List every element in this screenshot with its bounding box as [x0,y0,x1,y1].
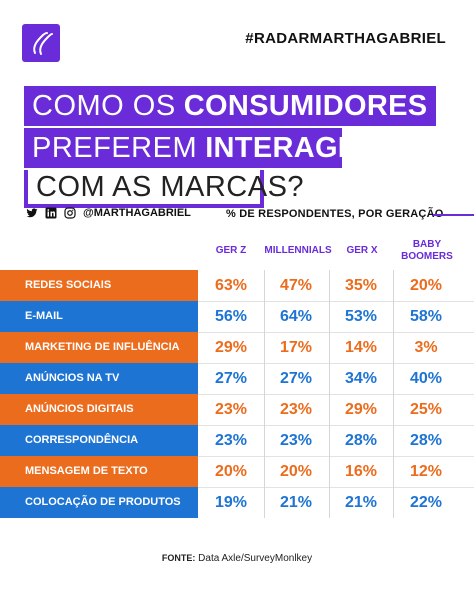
column-divider [264,270,265,518]
title-line-1: COMO OS CONSUMIDORES [24,86,436,126]
table-cell: 34% [344,370,378,387]
table-cell: 63% [214,277,248,294]
table-cell: 47% [279,277,313,294]
row-label: MARKETING DE INFLUÊNCIA [0,332,198,363]
brand-monogram-icon [33,32,53,55]
table-cell: 12% [409,463,443,480]
table-row: ANÚNCIOS DIGITAIS 23% 23% 29% 25% [0,394,474,425]
row-divider [198,301,474,302]
title-line-2-bold: INTERAGIR [205,132,368,164]
table-cell: 28% [344,432,378,449]
table-row: MENSAGEM DE TEXTO 20% 20% 16% 12% [0,456,474,487]
table-cell: 56% [214,308,248,325]
row-divider [198,363,474,364]
table-header: GER Z MILLENNIALS GER X BABY BOOMERS [0,232,474,270]
row-label: ANÚNCIOS DIGITAIS [0,394,198,425]
table-cell: 3% [414,339,438,356]
table-cell: 20% [279,463,313,480]
table-row: REDES SOCIAIS 63% 47% 35% 20% [0,270,474,301]
title-line-2: PREFEREM INTERAGIR [24,128,367,168]
table-cell: 35% [344,277,378,294]
hashtag: #RADARMARTHAGABRIEL [245,30,446,47]
row-divider [198,425,474,426]
header-baby-boomers: BABY BOOMERS [401,239,453,262]
row-divider [198,394,474,395]
column-divider [329,270,330,518]
table-cell: 23% [279,401,313,418]
table-cell: 29% [344,401,378,418]
row-divider [198,456,474,457]
table-cell: 27% [214,370,248,387]
data-table: GER Z MILLENNIALS GER X BABY BOOMERS [0,232,474,270]
table-cell: 21% [279,494,313,511]
table-cell: 29% [214,339,248,356]
table-cell: 23% [214,432,248,449]
brand-logo [22,24,60,62]
title-line-2-thin: PREFEREM [32,132,198,164]
table-subtitle: % DE RESPONDENTES, POR GERAÇÃO [226,208,444,220]
header-millennials: MILLENNIALS [264,245,332,256]
instagram-icon [64,207,76,219]
page-title: COMO OS CONSUMIDORES PREFEREM INTERAGIR … [24,86,436,208]
row-label: ANÚNCIOS NA TV [0,363,198,394]
title-line-3: COM AS MARCAS? [24,170,304,208]
column-divider [393,270,394,518]
table-cell: 27% [279,370,313,387]
table-cell: 16% [344,463,378,480]
table-row: CORRESPONDÊNCIA 23% 23% 28% 28% [0,425,474,456]
table-cell: 25% [409,401,443,418]
row-divider [198,332,474,333]
table-cell: 14% [344,339,378,356]
table-cell: 19% [214,494,248,511]
title-line-3-thin: COM AS MARCAS? [36,171,305,203]
subtitle-underline [433,214,474,216]
row-label: COLOCAÇÃO DE PRODUTOS [0,487,198,518]
source-label: FONTE: [161,553,196,563]
social-handle: @MARTHAGABRIEL [83,207,191,219]
linkedin-icon [45,207,57,219]
table-row: ANÚNCIOS NA TV 27% 27% 34% 40% [0,363,474,394]
table-cell: 23% [279,432,313,449]
row-label: E-MAIL [0,301,198,332]
header-ger-z: GER Z [215,245,247,256]
social-handles: @MARTHAGABRIEL [26,207,191,219]
row-label: MENSAGEM DE TEXTO [0,456,198,487]
table-cell: 22% [409,494,443,511]
table-cell: 64% [279,308,313,325]
title-line-1-thin: COMO OS [32,90,176,122]
table-cell: 20% [214,463,248,480]
twitter-icon [26,208,38,218]
table-cell: 20% [409,277,443,294]
row-label: CORRESPONDÊNCIA [0,425,198,456]
table-row: MARKETING DE INFLUÊNCIA 29% 17% 14% 3% [0,332,474,363]
table-cell: 58% [409,308,443,325]
table-row: E-MAIL 56% 64% 53% 58% [0,301,474,332]
title-line-1-bold: CONSUMIDORES [183,90,428,122]
table-cell: 23% [214,401,248,418]
table-cell: 28% [409,432,443,449]
row-label: REDES SOCIAIS [0,270,198,301]
table-cell: 53% [344,308,378,325]
row-divider [198,487,474,488]
table-cell: 40% [409,370,443,387]
table-cell: 17% [279,339,313,356]
source-note: FONTE: Data Axle/SurveyMonlkey [0,553,474,564]
table-row: COLOCAÇÃO DE PRODUTOS 19% 21% 21% 22% [0,487,474,518]
header-ger-x: GER X [346,245,378,256]
table-cell: 21% [344,494,378,511]
source-text: Data Axle/SurveyMonlkey [198,553,313,564]
